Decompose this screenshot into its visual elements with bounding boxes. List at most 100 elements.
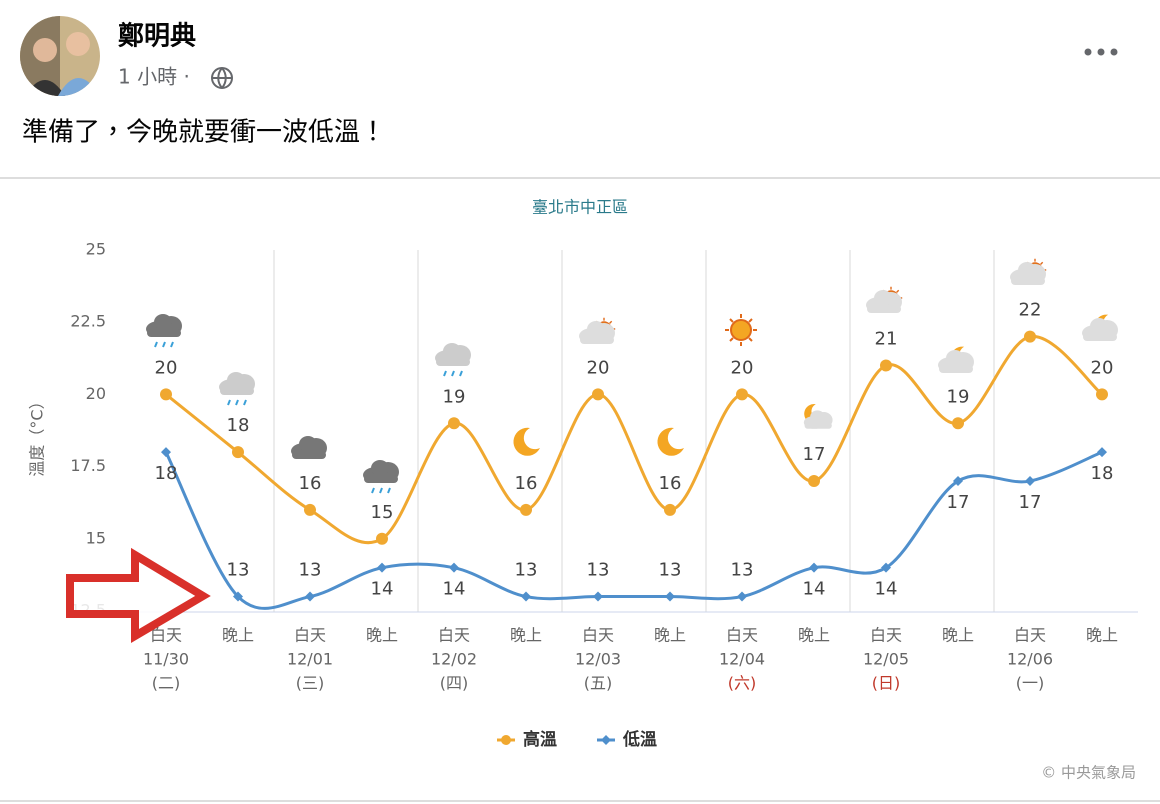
data-point <box>593 591 603 602</box>
data-label: 21 <box>875 329 898 350</box>
data-label: 16 <box>299 473 322 494</box>
data-point <box>233 591 243 602</box>
x-tick-label: 白天 <box>870 626 902 645</box>
x-date-label: 12/05 <box>863 650 909 669</box>
data-point <box>449 562 459 573</box>
data-label: 19 <box>947 386 970 407</box>
x-tick-label: 晚上 <box>654 626 686 645</box>
x-weekday-label: (三) <box>296 674 325 693</box>
data-point <box>953 476 963 487</box>
x-tick-label: 白天 <box>294 626 326 645</box>
data-label: 18 <box>155 463 178 484</box>
data-point <box>809 562 819 573</box>
data-label: 17 <box>1019 492 1042 513</box>
x-tick-label: 晚上 <box>222 626 254 645</box>
data-point <box>1024 330 1036 343</box>
x-date-label: 12/01 <box>287 650 333 669</box>
author-name[interactable]: 鄭明典 <box>118 21 196 52</box>
legend-marker <box>601 735 611 745</box>
series-line <box>164 450 1103 610</box>
data-label: 13 <box>227 560 250 581</box>
data-point <box>737 591 747 602</box>
data-label: 14 <box>443 579 466 600</box>
x-tick-label: 晚上 <box>510 626 542 645</box>
post-text: 準備了，今晚就要衝一波低溫！ <box>22 118 386 148</box>
data-point <box>521 591 531 602</box>
data-label: 14 <box>875 579 898 600</box>
x-weekday-label: (日) <box>872 674 901 693</box>
data-label: 22 <box>1019 300 1042 321</box>
data-label: 18 <box>1091 463 1114 484</box>
data-point <box>736 388 748 401</box>
data-label: 16 <box>659 473 682 494</box>
y-tick-label: 22.5 <box>70 312 106 331</box>
data-point <box>952 417 964 430</box>
avatar[interactable] <box>20 16 100 96</box>
x-weekday-label: (一) <box>1016 674 1045 693</box>
data-label: 20 <box>731 357 754 378</box>
chart: 臺北市中正區 溫度（°C） 12.51517.52022.525白天晚上白天晚上… <box>28 198 1138 782</box>
data-point <box>881 562 891 573</box>
data-label: 20 <box>1091 357 1114 378</box>
data-point <box>376 532 388 545</box>
data-label: 17 <box>947 492 970 513</box>
x-weekday-label: (四) <box>440 674 469 693</box>
y-tick-label: 25 <box>86 240 106 259</box>
x-date-label: 12/06 <box>1007 650 1053 669</box>
data-point <box>880 359 892 372</box>
x-date-label: 12/02 <box>431 650 477 669</box>
data-label: 16 <box>515 473 538 494</box>
credit: © 中央氣象局 <box>1041 764 1136 782</box>
x-tick-label: 白天 <box>438 626 470 645</box>
x-tick-label: 晚上 <box>366 626 398 645</box>
data-point <box>664 503 676 516</box>
x-date-label: 12/04 <box>719 650 765 669</box>
legend-marker <box>501 735 511 745</box>
y-tick-label: 17.5 <box>70 456 106 475</box>
data-label: 17 <box>803 444 826 465</box>
data-label: 13 <box>731 560 754 581</box>
x-tick-label: 白天 <box>582 626 614 645</box>
data-point <box>808 475 820 488</box>
x-weekday-label: (六) <box>728 674 757 693</box>
data-point <box>448 417 460 430</box>
post-time[interactable]: 1 小時 · <box>118 65 190 89</box>
data-point <box>377 562 387 573</box>
data-point <box>160 388 172 401</box>
x-tick-label: 白天 <box>726 626 758 645</box>
data-point <box>520 503 532 516</box>
data-point <box>592 388 604 401</box>
x-tick-label: 晚上 <box>1086 626 1118 645</box>
x-weekday-label: (五) <box>584 674 613 693</box>
x-date-label: 11/30 <box>143 650 189 669</box>
y-tick-label: 20 <box>86 384 106 403</box>
x-tick-label: 晚上 <box>798 626 830 645</box>
globe-icon <box>211 67 233 89</box>
data-label: 14 <box>371 579 394 600</box>
more-menu[interactable] <box>1084 48 1118 56</box>
annotation-arrow <box>66 547 211 643</box>
data-label: 18 <box>227 415 250 436</box>
data-label: 13 <box>299 560 322 581</box>
x-tick-label: 白天 <box>150 626 182 645</box>
data-point <box>232 446 244 459</box>
data-point <box>1096 388 1108 401</box>
data-label: 20 <box>587 357 610 378</box>
data-point <box>1025 476 1035 487</box>
y-axis-label: 溫度（°C） <box>28 393 47 476</box>
data-label: 13 <box>659 560 682 581</box>
y-tick-label: 15 <box>86 528 106 547</box>
legend-label: 低溫 <box>622 729 657 750</box>
x-tick-label: 白天 <box>1014 626 1046 645</box>
data-point <box>665 591 675 602</box>
weather-icons <box>146 258 1118 494</box>
data-label: 14 <box>803 579 826 600</box>
data-label: 19 <box>443 386 466 407</box>
data-point <box>304 503 316 516</box>
data-point <box>1097 447 1107 458</box>
data-label: 13 <box>587 560 610 581</box>
data-label: 13 <box>515 560 538 581</box>
data-point <box>161 447 171 458</box>
data-label: 15 <box>371 502 394 523</box>
